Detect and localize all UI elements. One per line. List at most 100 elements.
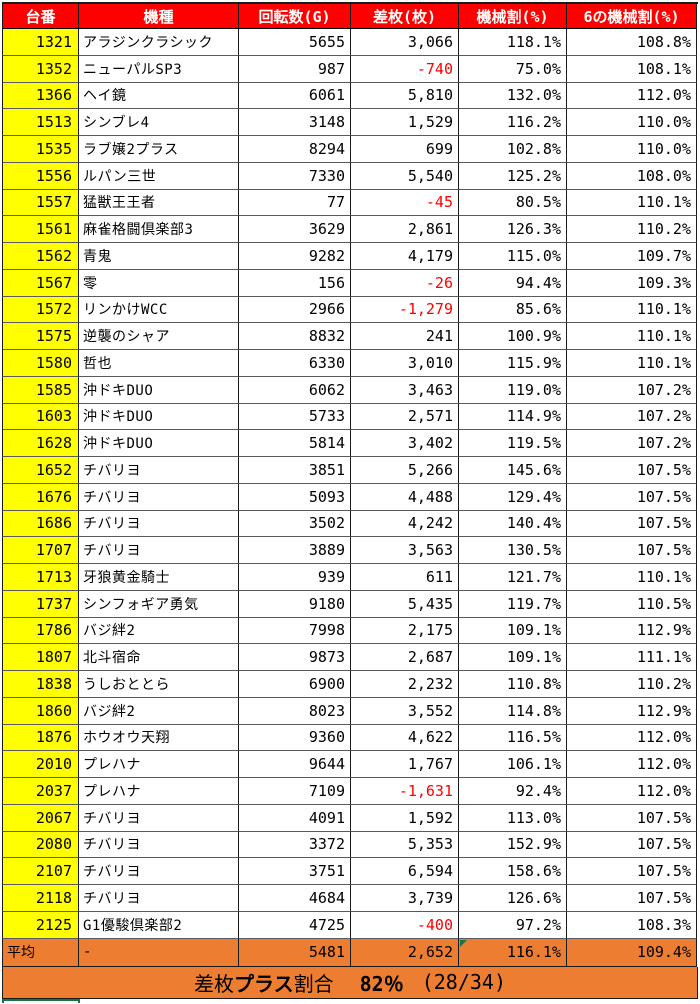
average-label-cell[interactable]: 平均 (2, 938, 79, 967)
spin-count-cell[interactable]: 8023 (239, 697, 351, 725)
coin-diff-cell[interactable]: 5,266 (351, 457, 459, 484)
spin-count-cell[interactable]: 9180 (239, 590, 351, 618)
machine-name-cell[interactable]: チバリヨ (79, 858, 239, 885)
spin-count-cell[interactable]: 6061 (239, 82, 351, 110)
machine-name-cell[interactable]: うしおととら (79, 671, 239, 698)
payout-rate-cell[interactable]: 119.7% (459, 590, 567, 618)
machine-number-cell[interactable]: 2107 (2, 858, 79, 885)
setting6-rate-cell[interactable]: 112.0% (567, 724, 697, 752)
setting6-rate-cell[interactable]: 112.0% (567, 82, 697, 110)
machine-name-cell[interactable]: 沖ドキDUO (79, 376, 239, 404)
active-cell-outline[interactable] (2, 998, 80, 1003)
payout-rate-cell[interactable]: 145.6% (459, 457, 567, 484)
setting6-rate-cell[interactable]: 110.5% (567, 590, 697, 618)
machine-number-cell[interactable]: 1860 (2, 697, 79, 725)
machine-name-cell[interactable]: チバリヨ (79, 457, 239, 484)
setting6-rate-cell[interactable]: 107.5% (567, 457, 697, 484)
machine-number-cell[interactable]: 1807 (2, 644, 79, 671)
coin-diff-cell[interactable]: 2,861 (351, 216, 459, 243)
setting6-rate-cell[interactable]: 107.2% (567, 430, 697, 457)
machine-name-cell[interactable]: ルパン三世 (79, 162, 239, 190)
spin-count-cell[interactable]: 6330 (239, 350, 351, 377)
machine-number-cell[interactable]: 2125 (2, 911, 79, 939)
machine-name-cell[interactable]: リンかけWCC (79, 296, 239, 324)
payout-rate-cell[interactable]: 116.5% (459, 724, 567, 752)
machine-name-cell[interactable]: 哲也 (79, 350, 239, 377)
coin-diff-cell[interactable]: 4,622 (351, 724, 459, 752)
payout-rate-cell[interactable]: 125.2% (459, 162, 567, 190)
payout-rate-cell[interactable]: 110.8% (459, 671, 567, 698)
machine-number-cell[interactable]: 1628 (2, 430, 79, 457)
payout-rate-cell[interactable]: 75.0% (459, 55, 567, 83)
payout-rate-cell[interactable]: 115.0% (459, 243, 567, 270)
header-machine-model[interactable]: 機種 (79, 4, 239, 29)
machine-number-cell[interactable]: 1575 (2, 323, 79, 350)
payout-rate-cell[interactable]: 119.0% (459, 376, 567, 404)
spin-count-cell[interactable]: 3851 (239, 457, 351, 484)
machine-name-cell[interactable]: チバリヨ (79, 831, 239, 859)
spin-count-cell[interactable]: 4684 (239, 885, 351, 912)
machine-number-cell[interactable]: 1713 (2, 564, 79, 591)
coin-diff-cell[interactable]: 5,810 (351, 82, 459, 110)
payout-rate-cell[interactable]: 140.4% (459, 510, 567, 538)
payout-rate-cell[interactable]: 116.2% (459, 109, 567, 136)
coin-diff-cell[interactable]: 5,435 (351, 590, 459, 618)
average-diff-cell[interactable]: 2,652 (351, 938, 459, 967)
payout-rate-cell[interactable]: 113.0% (459, 804, 567, 832)
machine-name-cell[interactable]: チバリヨ (79, 537, 239, 564)
machine-name-cell[interactable]: ラブ嬢2プラス (79, 136, 239, 163)
coin-diff-cell[interactable]: 3,739 (351, 885, 459, 912)
setting6-rate-cell[interactable]: 107.2% (567, 376, 697, 404)
coin-diff-cell[interactable]: 3,010 (351, 350, 459, 377)
average-rate-cell[interactable]: 116.1% (459, 938, 567, 967)
machine-number-cell[interactable]: 1556 (2, 162, 79, 190)
coin-diff-cell[interactable]: 5,540 (351, 162, 459, 190)
payout-rate-cell[interactable]: 114.8% (459, 697, 567, 725)
setting6-rate-cell[interactable]: 107.2% (567, 403, 697, 431)
coin-diff-cell[interactable]: 4,179 (351, 243, 459, 270)
payout-rate-cell[interactable]: 115.9% (459, 350, 567, 377)
setting6-rate-cell[interactable]: 108.8% (567, 29, 697, 56)
setting6-rate-cell[interactable]: 109.7% (567, 243, 697, 270)
machine-number-cell[interactable]: 1876 (2, 724, 79, 752)
spin-count-cell[interactable]: 2966 (239, 296, 351, 324)
setting6-rate-cell[interactable]: 112.0% (567, 751, 697, 778)
coin-diff-cell[interactable]: 1,592 (351, 804, 459, 832)
payout-rate-cell[interactable]: 102.8% (459, 136, 567, 163)
setting6-rate-cell[interactable]: 110.2% (567, 671, 697, 698)
machine-name-cell[interactable]: 沖ドキDUO (79, 430, 239, 457)
machine-name-cell[interactable]: 沖ドキDUO (79, 403, 239, 431)
machine-number-cell[interactable]: 1707 (2, 537, 79, 564)
machine-number-cell[interactable]: 2010 (2, 751, 79, 778)
payout-rate-cell[interactable]: 94.4% (459, 269, 567, 297)
spin-count-cell[interactable]: 8294 (239, 136, 351, 163)
payout-rate-cell[interactable]: 132.0% (459, 82, 567, 110)
machine-name-cell[interactable]: 逆襲のシャア (79, 323, 239, 350)
machine-number-cell[interactable]: 1561 (2, 216, 79, 243)
setting6-rate-cell[interactable]: 112.9% (567, 617, 697, 645)
machine-number-cell[interactable]: 1321 (2, 29, 79, 56)
machine-name-cell[interactable]: ホウオウ天翔 (79, 724, 239, 752)
machine-name-cell[interactable]: プレハナ (79, 751, 239, 778)
machine-name-cell[interactable]: 牙狼黄金騎士 (79, 564, 239, 591)
spin-count-cell[interactable]: 3889 (239, 537, 351, 564)
average-name-cell[interactable]: - (79, 938, 239, 967)
spin-count-cell[interactable]: 3751 (239, 858, 351, 885)
setting6-rate-cell[interactable]: 107.5% (567, 537, 697, 564)
spin-count-cell[interactable]: 7330 (239, 162, 351, 190)
payout-rate-cell[interactable]: 92.4% (459, 778, 567, 805)
payout-rate-cell[interactable]: 152.9% (459, 831, 567, 859)
machine-number-cell[interactable]: 2037 (2, 778, 79, 805)
coin-diff-cell[interactable]: 3,552 (351, 697, 459, 725)
header-payout-rate[interactable]: 機械割(%) (459, 4, 567, 29)
machine-name-cell[interactable]: シンブレ4 (79, 109, 239, 136)
machine-name-cell[interactable]: 猛獣王王者 (79, 189, 239, 217)
machine-name-cell[interactable]: 青鬼 (79, 243, 239, 270)
machine-name-cell[interactable]: プレハナ (79, 778, 239, 805)
machine-name-cell[interactable]: シンフォギア勇気 (79, 590, 239, 618)
spin-count-cell[interactable]: 4091 (239, 804, 351, 832)
machine-number-cell[interactable]: 1838 (2, 671, 79, 698)
machine-name-cell[interactable]: バジ絆2 (79, 697, 239, 725)
payout-rate-cell[interactable]: 158.6% (459, 858, 567, 885)
average-rate6-cell[interactable]: 109.4% (567, 938, 697, 967)
